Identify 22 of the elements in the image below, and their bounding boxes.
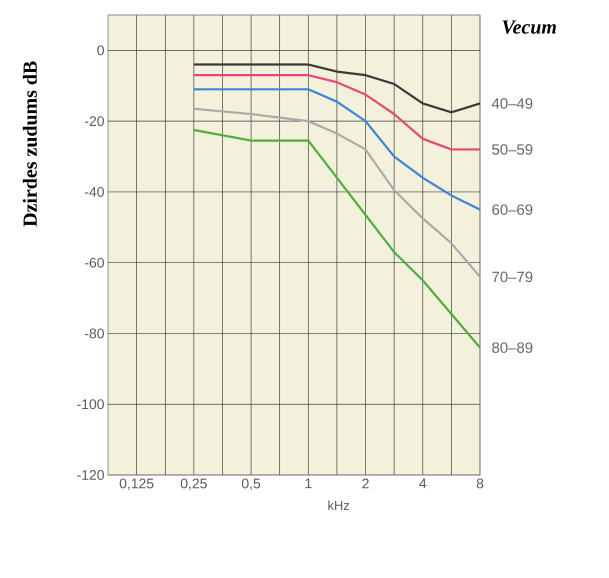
- x-tick-label: 8: [476, 478, 484, 488]
- series-label: 40–49: [492, 98, 532, 109]
- x-tick-label: 2: [362, 478, 369, 488]
- series-label: 80–89: [492, 342, 532, 353]
- series-label: 70–79: [492, 272, 532, 282]
- legend-title: Vecum: [502, 20, 556, 34]
- x-tick-label: 0,5: [242, 478, 260, 490]
- series-label: 50–59: [492, 144, 532, 155]
- y-tick-label: -60: [84, 258, 104, 268]
- y-tick-label: -120: [77, 470, 104, 480]
- x-tick-label: 0,125: [120, 478, 154, 490]
- series-label: 60–69: [492, 204, 532, 215]
- y-tick-label: -80: [84, 328, 104, 338]
- y-tick-label: -100: [77, 399, 104, 410]
- x-tick-label: 4: [419, 478, 426, 488]
- y-tick-label: -40: [84, 186, 104, 197]
- x-axis-title: kHz: [328, 500, 350, 510]
- y-tick-label: 0: [97, 45, 104, 56]
- x-tick-label: 0,25: [180, 478, 207, 490]
- x-tick-label: 1: [305, 478, 312, 488]
- y-tick-label: -20: [84, 116, 104, 126]
- y-axis-title: Dzirdes zudums dB: [22, 61, 37, 226]
